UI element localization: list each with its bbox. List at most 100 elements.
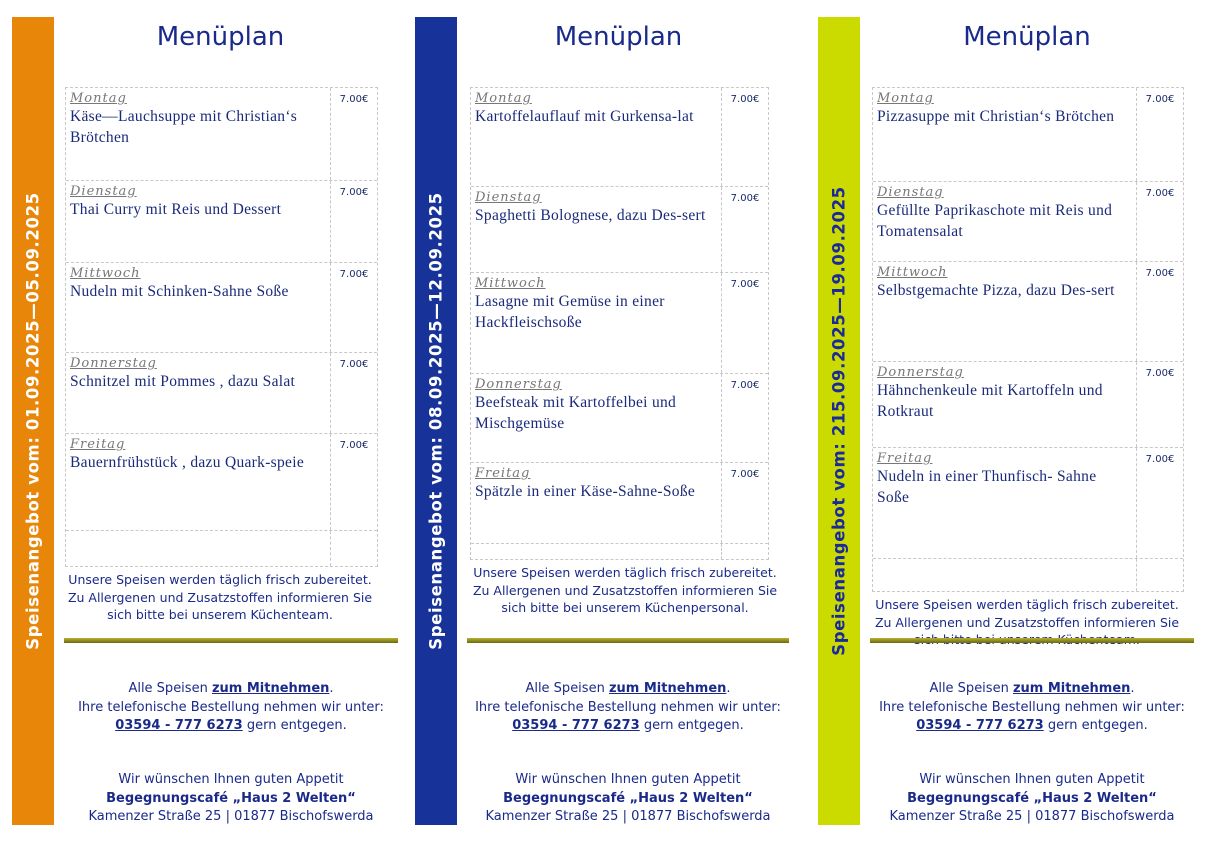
note-line: Zu Allergenen und Zusatzstoffen informie… <box>67 589 373 605</box>
order-info: Alle Speisen zum Mitnehmen. Ihre telefoni… <box>870 680 1194 736</box>
price: 7.00€ <box>721 273 768 373</box>
date-range-label: Speisenangebot vom: 215.09.2025—19.09.20… <box>829 186 849 656</box>
day-label: Donnerstag <box>475 377 562 392</box>
table-row: Dienstag Thai Curry mit Reis und Dessert 7… <box>66 181 377 263</box>
day-label: Donnerstag <box>70 356 157 371</box>
day-label: Dienstag <box>475 190 542 205</box>
dish-name: Schnitzel mit Pommes , dazu Salat <box>70 373 296 390</box>
order-suffix: . <box>726 681 731 696</box>
day-label: Mittwoch <box>475 276 546 291</box>
table-row: Montag Käse—Lauchsuppe mit Christian‘s Br… <box>66 88 377 181</box>
order-suffix: . <box>1130 681 1135 696</box>
divider-line <box>64 638 398 643</box>
table-row: Dienstag Spaghetti Bolognese, dazu Des-se… <box>471 187 768 273</box>
cafe-name: Begegnungscafé „Haus 2 Welten“ <box>503 790 753 806</box>
order-prefix: Alle Speisen <box>525 681 609 696</box>
dish-name: Lasagne mit Gemüse in einer Hackfleischs… <box>475 293 665 331</box>
dish-name: Kartoffelauflauf mit Gurkensa-lat <box>475 108 694 125</box>
note-line: sich bitte bei unserem Küchenpersonal. <box>501 600 749 615</box>
dish-name: Nudeln in einer Thunfisch- Sahne Soße <box>877 468 1097 506</box>
note-line: Unsere Speisen werden täglich frisch zub… <box>68 572 372 587</box>
order-prefix: Alle Speisen <box>929 681 1013 696</box>
day-label: Mittwoch <box>877 265 948 280</box>
day-label: Montag <box>877 91 934 106</box>
price: 7.00€ <box>330 88 377 180</box>
menu-table: Montag Pizzasuppe mit Christian‘s Brötche… <box>872 87 1184 592</box>
phone-link[interactable]: 03594 - 777 6273 <box>115 718 243 733</box>
menu-panel: Speisenangebot vom: 215.09.2025—19.09.20… <box>818 0 1205 852</box>
date-sidebar: Speisenangebot vom: 01.09.2025—05.09.202… <box>12 17 54 825</box>
greeting: Wir wünschen Ihnen guten Appetit <box>515 772 741 787</box>
order-line-2: Ihre telefonische Bestellung nehmen wir … <box>475 699 781 715</box>
order-line-3-suffix: gern entgegen. <box>1043 718 1148 733</box>
day-label: Freitag <box>877 451 933 466</box>
price: 7.00€ <box>1136 182 1183 261</box>
order-line-1: Alle Speisen zum Mitnehmen. <box>870 680 1194 699</box>
dish-name: Thai Curry mit Reis und Dessert <box>70 201 282 218</box>
empty-row <box>471 544 768 559</box>
divider-line <box>870 638 1194 643</box>
takeaway-link[interactable]: zum Mitnehmen <box>608 681 727 696</box>
day-label: Montag <box>70 91 127 106</box>
price: 7.00€ <box>721 374 768 462</box>
dish-name: Nudeln mit Schinken-Sahne Soße <box>70 283 289 300</box>
dish-name: Beefsteak mit Kartoffelbei und Mischgemü… <box>475 394 677 432</box>
day-label: Donnerstag <box>877 365 964 380</box>
table-row: Mittwoch Lasagne mit Gemüse in einer Hack… <box>471 273 768 374</box>
table-row: Freitag Spätzle in einer Käse-Sahne-Soße 7… <box>471 463 768 544</box>
empty-price-cell <box>330 531 377 566</box>
menu-table: Montag Käse—Lauchsuppe mit Christian‘s Br… <box>65 87 378 567</box>
table-row: Freitag Bauernfrühstück , dazu Quark-spei… <box>66 434 377 531</box>
order-line-2: Ihre telefonische Bestellung nehmen wir … <box>879 699 1185 715</box>
order-info: Alle Speisen zum Mitnehmen. Ihre telefoni… <box>64 680 398 736</box>
takeaway-link[interactable]: zum Mitnehmen <box>1012 681 1131 696</box>
note-line: sich bitte bei unserem Küchenteam. <box>107 607 333 622</box>
address: Kamenzer Straße 25 | 01877 Bischofswerda <box>889 809 1175 824</box>
day-label: Freitag <box>70 437 126 452</box>
phone-link[interactable]: 03594 - 777 6273 <box>512 718 640 733</box>
order-line-1: Alle Speisen zum Mitnehmen. <box>467 680 789 699</box>
greeting: Wir wünschen Ihnen guten Appetit <box>919 772 1145 787</box>
day-label: Montag <box>475 91 532 106</box>
empty-row <box>873 559 1183 591</box>
price: 7.00€ <box>1136 362 1183 447</box>
dish-name: Bauernfrühstück , dazu Quark-speie <box>70 454 305 471</box>
table-row: Montag Pizzasuppe mit Christian‘s Brötche… <box>873 88 1183 182</box>
price: 7.00€ <box>1136 448 1183 558</box>
page-title: Menüplan <box>963 22 1091 52</box>
day-label: Freitag <box>475 466 531 481</box>
table-row: Dienstag Gefüllte Paprikaschote mit Reis … <box>873 182 1183 262</box>
empty-price-cell <box>1136 559 1183 591</box>
note-line: Unsere Speisen werden täglich frisch zub… <box>473 565 777 580</box>
price: 7.00€ <box>1136 262 1183 361</box>
order-line-3-suffix: gern entgegen. <box>639 718 744 733</box>
allergen-note: Unsere Speisen werden täglich frisch zub… <box>862 596 1192 649</box>
order-info: Alle Speisen zum Mitnehmen. Ihre telefoni… <box>467 680 789 736</box>
date-sidebar: Speisenangebot vom: 215.09.2025—19.09.20… <box>818 17 860 825</box>
order-line-1: Alle Speisen zum Mitnehmen. <box>64 680 398 699</box>
table-row: Donnerstag Hähnchenkeule mit Kartoffeln u… <box>873 362 1183 448</box>
date-range-label: Speisenangebot vom: 08.09.2025—12.09.202… <box>426 192 446 650</box>
price: 7.00€ <box>330 434 377 530</box>
order-line-3: 03594 - 777 6273 gern entgegen. <box>467 717 789 736</box>
date-range-label: Speisenangebot vom: 01.09.2025—05.09.202… <box>23 192 43 650</box>
takeaway-link[interactable]: zum Mitnehmen <box>211 681 330 696</box>
footer: Wir wünschen Ihnen guten Appetit Begegnun… <box>870 771 1194 827</box>
cafe-name: Begegnungscafé „Haus 2 Welten“ <box>106 790 356 806</box>
divider-line <box>467 638 789 643</box>
address: Kamenzer Straße 25 | 01877 Bischofswerda <box>88 809 374 824</box>
page-title: Menüplan <box>156 22 285 52</box>
table-row: Freitag Nudeln in einer Thunfisch- Sahne … <box>873 448 1183 559</box>
order-prefix: Alle Speisen <box>128 681 212 696</box>
footer: Wir wünschen Ihnen guten Appetit Begegnun… <box>467 771 789 827</box>
table-row: Montag Kartoffelauflauf mit Gurkensa-lat 7… <box>471 88 768 187</box>
page-title: Menüplan <box>554 22 683 52</box>
menu-panel: Speisenangebot vom: 01.09.2025—05.09.202… <box>12 0 402 852</box>
allergen-note: Unsere Speisen werden täglich frisch zub… <box>460 564 790 617</box>
address: Kamenzer Straße 25 | 01877 Bischofswerda <box>485 809 771 824</box>
price: 7.00€ <box>721 463 768 543</box>
phone-link[interactable]: 03594 - 777 6273 <box>916 718 1044 733</box>
menu-table: Montag Kartoffelauflauf mit Gurkensa-lat 7… <box>470 87 769 560</box>
order-line-3-suffix: gern entgegen. <box>242 718 347 733</box>
dish-name: Käse—Lauchsuppe mit Christian‘s Brötchen <box>70 108 298 146</box>
